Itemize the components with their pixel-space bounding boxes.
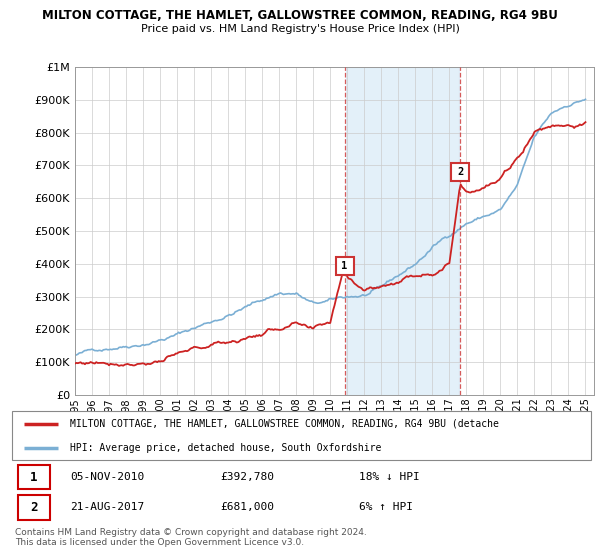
- Text: Contains HM Land Registry data © Crown copyright and database right 2024.: Contains HM Land Registry data © Crown c…: [15, 528, 367, 536]
- FancyBboxPatch shape: [18, 495, 50, 520]
- Text: Price paid vs. HM Land Registry's House Price Index (HPI): Price paid vs. HM Land Registry's House …: [140, 24, 460, 34]
- FancyBboxPatch shape: [18, 465, 50, 489]
- Text: MILTON COTTAGE, THE HAMLET, GALLOWSTREE COMMON, READING, RG4 9BU: MILTON COTTAGE, THE HAMLET, GALLOWSTREE …: [42, 9, 558, 22]
- Text: 1: 1: [30, 470, 37, 484]
- Text: 2: 2: [30, 501, 37, 514]
- Text: 21-AUG-2017: 21-AUG-2017: [70, 502, 144, 512]
- Text: MILTON COTTAGE, THE HAMLET, GALLOWSTREE COMMON, READING, RG4 9BU (detache: MILTON COTTAGE, THE HAMLET, GALLOWSTREE …: [70, 419, 499, 429]
- Text: 2: 2: [457, 167, 463, 177]
- Text: HPI: Average price, detached house, South Oxfordshire: HPI: Average price, detached house, Sout…: [70, 442, 381, 452]
- Text: This data is licensed under the Open Government Licence v3.0.: This data is licensed under the Open Gov…: [15, 538, 304, 547]
- Text: 18% ↓ HPI: 18% ↓ HPI: [359, 472, 420, 482]
- FancyBboxPatch shape: [12, 411, 591, 460]
- Text: £681,000: £681,000: [220, 502, 274, 512]
- Text: 1: 1: [341, 261, 347, 271]
- Text: 6% ↑ HPI: 6% ↑ HPI: [359, 502, 413, 512]
- Text: £392,780: £392,780: [220, 472, 274, 482]
- Text: 05-NOV-2010: 05-NOV-2010: [70, 472, 144, 482]
